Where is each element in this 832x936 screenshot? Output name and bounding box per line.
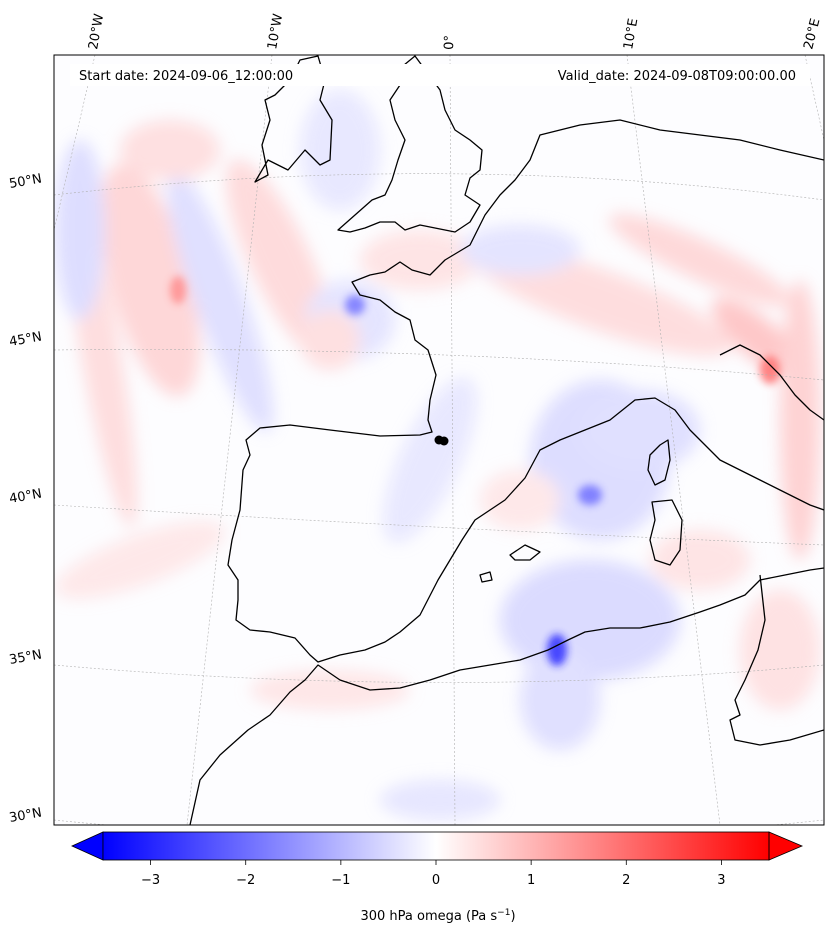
valid-date-text: Valid_date: 2024-09-08T09:00:00.00: [558, 69, 796, 84]
lon-label-10w: 10°W: [265, 13, 286, 51]
parallel-35n: [54, 664, 824, 683]
colorbar-tick-label: −2: [236, 873, 255, 888]
sardinia-coast: [649, 499, 683, 566]
colorbar-tick-label: −1: [331, 873, 350, 888]
lat-label-50n: 50°N: [8, 171, 43, 191]
lat-label-35n: 35°N: [8, 647, 43, 667]
map-frame: [53, 54, 825, 826]
coastlines: [189, 55, 824, 825]
colorbar-tick-label: 1: [527, 873, 535, 888]
latitude-labels: 50°N 45°N 40°N 35°N 30°N: [8, 171, 43, 825]
lon-label-10e: 10°E: [621, 17, 641, 50]
colorbar-tick-label: 3: [717, 873, 725, 888]
colorbar-label: 300 hPa omega (Pa s−1): [360, 908, 515, 924]
info-strip: [70, 64, 810, 86]
adriatic-coast: [719, 344, 824, 421]
ibiza-island: [479, 571, 493, 583]
lon-label-0: 0°: [442, 35, 458, 50]
colorbar: −3 −2 −1 0 1 2 3 300 hPa omega (Pa s−1): [71, 831, 804, 924]
lat-label-40n: 40°N: [8, 486, 43, 506]
colorbar-min-extend: [71, 831, 104, 861]
lon-label-20e: 20°E: [801, 17, 823, 51]
colorbar-ticks: −3 −2 −1 0 1 2 3: [141, 860, 726, 888]
meridian-20e: [804, 55, 824, 141]
location-marker: [434, 435, 449, 446]
parallel-45n: [54, 349, 824, 381]
colorbar-max-extend: [768, 831, 804, 861]
balearic-island: [509, 544, 541, 561]
meridian-0: [449, 55, 456, 825]
graticule: [54, 55, 824, 825]
start-date-text: Start date: 2024-09-06_12:00:00: [79, 69, 293, 84]
ireland-coast: [254, 55, 333, 183]
longitude-labels: 20°W 10°W 0° 10°E 20°E: [86, 13, 823, 51]
lon-label-20w: 20°W: [86, 13, 107, 51]
tunisia-libya-coast: [729, 574, 824, 746]
omega-field: [54, 90, 820, 820]
corsica-coast: [647, 439, 671, 486]
lat-label-45n: 45°N: [8, 329, 43, 349]
parallel-40n: [54, 504, 824, 546]
colorbar-tick-label: −3: [141, 873, 160, 888]
north-africa-coast: [189, 567, 824, 825]
meridian-10w: [186, 55, 273, 825]
colorbar-tick-label: 2: [622, 873, 630, 888]
colorbar-gradient: [103, 832, 769, 860]
parallel-50n: [54, 173, 824, 201]
lat-label-30n: 30°N: [8, 805, 43, 825]
colorbar-tick-label: 0: [432, 873, 440, 888]
europe-mainland-coast: [227, 119, 824, 663]
meridian-10e: [626, 55, 721, 825]
britain-coast: [337, 55, 483, 233]
